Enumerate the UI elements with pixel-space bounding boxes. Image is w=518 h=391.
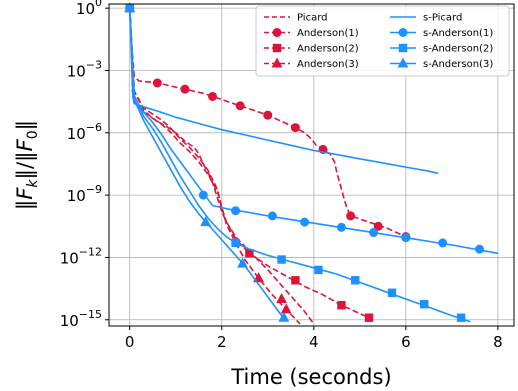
series-layer	[124, 2, 499, 325]
y-tick-label: 10−6	[67, 121, 102, 143]
data-point	[314, 265, 323, 275]
y-tick-label: 10−12	[60, 245, 102, 267]
legend-item: Anderson(3)	[264, 57, 359, 70]
legend-marker	[398, 28, 408, 37]
legend-marker	[272, 43, 282, 53]
data-point	[253, 272, 265, 283]
series-line	[128, 8, 407, 238]
legend-label: Anderson(3)	[297, 59, 359, 70]
series-s-picard	[128, 8, 439, 175]
data-point	[373, 221, 383, 231]
data-point	[208, 91, 218, 101]
legend-box	[255, 5, 510, 77]
data-point	[456, 313, 466, 322]
y-tick-label: 10−9	[67, 183, 102, 205]
data-point	[346, 211, 356, 221]
data-point	[267, 211, 277, 221]
data-point	[235, 101, 245, 111]
data-point	[438, 238, 448, 248]
data-point	[337, 301, 346, 310]
legend-marker	[397, 57, 409, 68]
legend-label: s-Picard	[423, 13, 462, 24]
legend-marker	[272, 28, 282, 37]
x-axis-ticks: 0 2 4 6 8	[125, 326, 503, 351]
series-line	[128, 8, 370, 319]
data-point	[180, 84, 190, 94]
y-axis-title: ‖Fk‖/‖F0‖	[13, 120, 41, 210]
legend-item: s-Anderson(1)	[390, 28, 493, 39]
data-point	[237, 257, 248, 268]
data-point	[280, 303, 292, 314]
legend-item: s-Picard	[390, 13, 462, 24]
x-tick-label: 4	[309, 333, 319, 351]
data-point	[231, 206, 241, 216]
data-point	[200, 216, 212, 227]
series-line	[128, 8, 287, 321]
data-point	[336, 222, 346, 232]
data-point	[401, 233, 411, 243]
data-point	[351, 276, 360, 285]
legend-item: s-Anderson(3)	[390, 57, 493, 70]
data-point	[263, 110, 273, 120]
data-point	[276, 292, 288, 303]
series-line	[128, 8, 301, 325]
data-point	[300, 217, 310, 227]
legend-label: s-Anderson(1)	[423, 28, 493, 39]
x-tick-label: 2	[217, 333, 227, 351]
data-point	[290, 123, 300, 133]
x-tick-label: 8	[493, 333, 503, 351]
legend-label: Anderson(2)	[297, 44, 359, 55]
series-s-anderson-3	[124, 2, 290, 322]
legend: Picard Anderson(1) Anderson(2) Anderson(3) s…	[255, 5, 510, 77]
plot-frame	[108, 3, 515, 327]
x-axis-title: Time (seconds)	[230, 365, 391, 389]
data-point	[152, 78, 162, 88]
legend-label: s-Anderson(2)	[423, 44, 493, 55]
series-line	[128, 8, 439, 175]
data-point	[387, 288, 397, 297]
data-point	[291, 276, 300, 285]
series-s-anderson-1	[125, 3, 499, 255]
data-point	[474, 244, 484, 254]
y-tick-label: 100	[76, 0, 102, 18]
legend-marker	[271, 57, 283, 68]
data-point	[369, 228, 379, 238]
x-tick-label: 6	[401, 333, 411, 351]
x-tick-label: 0	[125, 333, 135, 351]
data-point	[231, 238, 240, 248]
legend-marker	[398, 43, 408, 53]
legend-label: Picard	[297, 13, 328, 24]
legend-item: Anderson(2)	[264, 44, 359, 55]
legend-item: Picard	[264, 13, 328, 24]
data-point	[364, 313, 374, 322]
y-axis-ticks: 100 10−3 10−6 10−9 10−12 10−15	[60, 0, 109, 330]
data-point	[278, 311, 290, 322]
y-tick-label: 10−15	[60, 308, 102, 330]
data-point	[198, 190, 208, 200]
data-point	[277, 255, 286, 264]
series-line	[128, 8, 471, 323]
data-point	[124, 2, 136, 13]
legend-label: Anderson(1)	[297, 28, 359, 39]
legend-label: s-Anderson(3)	[423, 59, 493, 70]
legend-item: s-Anderson(2)	[390, 44, 493, 55]
y-tick-label: 10−3	[67, 58, 102, 80]
legend-item: Anderson(1)	[264, 28, 359, 39]
data-point	[420, 299, 429, 309]
